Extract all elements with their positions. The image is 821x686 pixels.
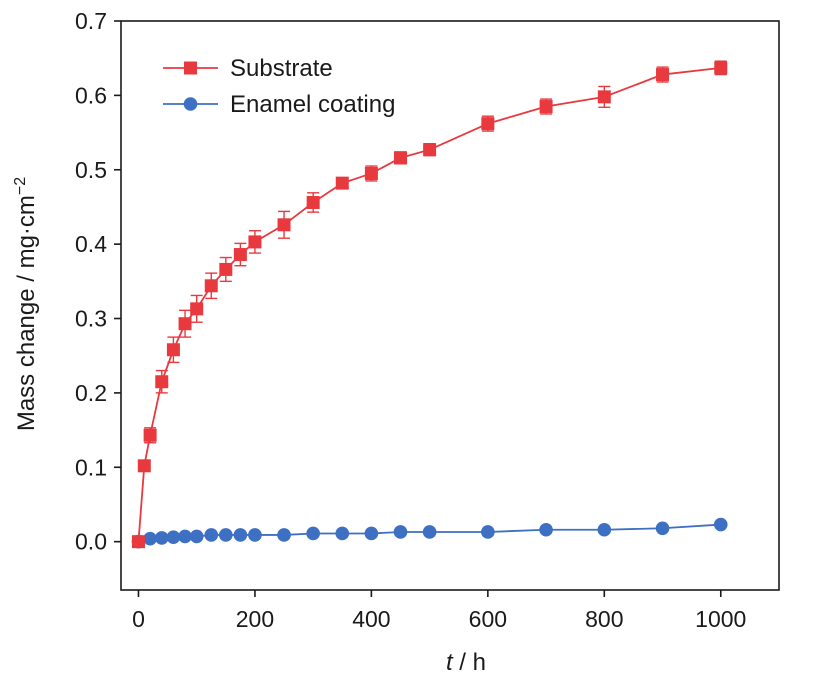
data-point: [597, 522, 612, 537]
data-point: [277, 218, 291, 232]
data-point: [178, 529, 192, 544]
data-point: [364, 166, 378, 180]
legend-marker: [184, 61, 197, 75]
data-point: [306, 526, 320, 541]
y-axis-label-text: Mass change / mg·cm: [13, 195, 40, 431]
data-point: [155, 375, 169, 389]
y-axis-label-exponent: −2: [12, 177, 29, 195]
data-point: [394, 151, 408, 165]
y-tick-label: 0.6: [75, 82, 107, 108]
x-axis-variable: t: [446, 649, 454, 676]
data-point: [656, 68, 670, 82]
legend: Substrate Enamel coating: [163, 55, 395, 118]
data-point: [713, 517, 728, 532]
data-point: [204, 279, 218, 293]
series-enamel-coating: [131, 517, 728, 549]
data-point: [364, 526, 379, 541]
y-axis-title: Mass change / mg·cm−2: [12, 177, 40, 431]
legend-item: Substrate: [163, 55, 333, 82]
data-point: [219, 262, 233, 276]
y-tick-label: 0.1: [75, 454, 107, 480]
data-point: [393, 525, 408, 539]
legend-label: Enamel coating: [230, 91, 395, 118]
x-tick-label: 600: [469, 606, 507, 632]
data-point: [219, 528, 233, 542]
x-axis-separator: /: [453, 649, 473, 676]
data-point: [597, 90, 611, 104]
x-axis-title: t / h: [446, 649, 486, 676]
data-point: [166, 530, 181, 544]
x-tick-label: 200: [236, 606, 274, 632]
data-point: [143, 531, 157, 546]
series-substrate: [131, 60, 728, 549]
x-tick-label: 0: [132, 606, 145, 632]
data-point: [481, 525, 495, 539]
y-tick-label: 0.0: [75, 529, 107, 555]
legend-item: Enamel coating: [163, 91, 395, 118]
data-point: [714, 61, 728, 75]
y-tick-label: 0.3: [75, 306, 107, 332]
data-point: [233, 248, 247, 262]
y-tick-label: 0.2: [75, 380, 107, 406]
data-point: [143, 428, 157, 442]
x-tick-label: 800: [585, 606, 623, 632]
data-point: [655, 521, 670, 536]
x-axis-unit: h: [473, 649, 486, 676]
data-point: [248, 235, 262, 249]
legend-marker: [183, 97, 198, 111]
data-point: [131, 535, 145, 549]
data-point: [335, 526, 350, 541]
data-point: [277, 528, 291, 542]
data-point: [204, 528, 219, 542]
data-point: [154, 531, 169, 545]
data-point: [306, 195, 320, 209]
data-point: [190, 302, 204, 316]
y-tick-label: 0.7: [75, 8, 107, 34]
data-point: [189, 529, 204, 544]
data-point: [539, 100, 553, 114]
data-point: [178, 317, 192, 331]
y-tick-label: 0.4: [75, 231, 107, 257]
series-layer: [131, 60, 728, 549]
data-point: [422, 525, 437, 539]
legend-label: Substrate: [230, 55, 333, 82]
x-tick-label: 1000: [695, 606, 746, 632]
data-point: [423, 143, 437, 157]
plot-frame: [120, 20, 780, 591]
data-point: [248, 528, 262, 542]
data-point: [166, 343, 180, 357]
y-tick-label: 0.5: [75, 157, 107, 183]
data-point: [481, 117, 495, 131]
data-point: [137, 459, 151, 473]
data-point: [335, 176, 349, 190]
series-line: [137, 66, 721, 542]
data-point: [233, 528, 248, 542]
x-tick-label: 400: [352, 606, 390, 632]
axes: 0 200 400 600 800 1000 0.0 0.1 0.2 0.3 0.4 0.5 0.6 0.…: [75, 8, 780, 632]
data-point: [539, 522, 553, 537]
